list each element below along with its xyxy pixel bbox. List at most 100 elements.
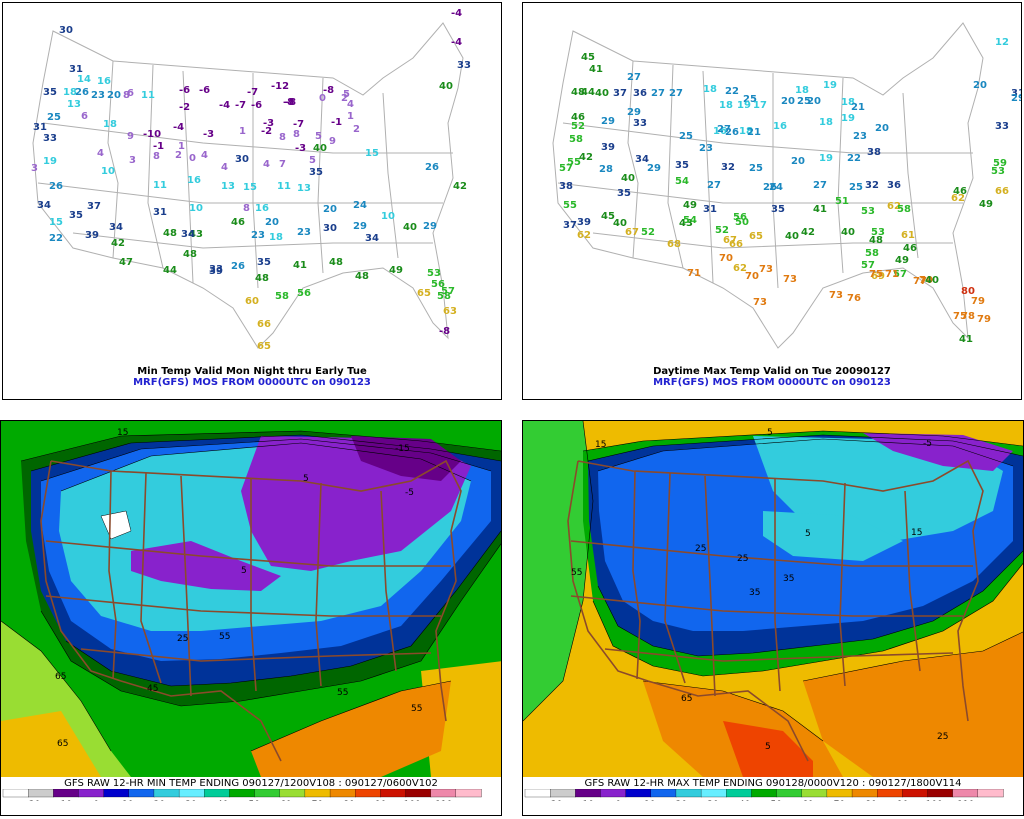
station-value: 44 [163,265,177,276]
station-value: 52 [571,121,585,132]
contour-label: 35 [783,574,794,584]
station-value: 29 [1011,93,1022,104]
station-value: 31 [1011,88,1022,99]
colorbar-swatch [952,789,979,798]
station-value: 67 [625,227,639,238]
station-value: 33 [209,264,223,275]
colorbar-label: -20 [548,800,563,801]
station-value: 29 [423,221,437,232]
station-value: 27 [707,180,721,191]
station-value: 10 [189,203,203,214]
station-value: -4 [219,100,230,111]
station-value: 40 [785,231,799,242]
station-value: 33 [995,121,1009,132]
station-value: 34 [365,233,379,244]
station-value: 7 [279,159,286,170]
contour-label: 55 [219,632,230,642]
station-value: -8 [323,85,334,96]
contour-label: -15 [395,444,410,454]
station-value: -7 [235,100,246,111]
station-value: 57 [861,260,875,271]
station-value: 23 [699,143,713,154]
station-value: 35 [257,257,271,268]
contour-label: 15 [117,428,128,438]
colorbar-swatch [927,789,954,798]
colorbar-swatch [700,789,727,798]
station-value: 25 [849,182,863,193]
station-value: 20 [323,204,337,215]
station-value: 46 [953,186,967,197]
station-value: 46 [231,217,245,228]
station-value: 42 [453,181,467,192]
station-value: 19 [841,113,855,124]
station-value: 34 [109,222,123,233]
colorbar-label: 10 [644,800,656,801]
station-value: 27 [717,124,731,135]
station-value: -2 [261,126,272,137]
station-value: 52 [715,225,729,236]
station-value: 54 [675,176,689,187]
contour-label: 5 [303,474,309,484]
station-value: -12 [271,81,289,92]
station-value: 25 [679,131,693,142]
station-value: 18 [819,117,833,128]
station-value: 12 [995,37,1009,48]
station-value: 22 [725,86,739,97]
station-value: 22 [847,153,861,164]
station-value: -8 [439,326,450,337]
station-value: 70 [745,271,759,282]
station-value: 48 [571,87,585,98]
field-band-80 [723,721,813,777]
contour-label: -5 [923,439,932,449]
station-value: 68 [667,239,681,250]
colorbar-label: 40 [739,800,751,801]
contour-label: 15 [911,528,922,538]
station-value: 59 [993,158,1007,169]
colorbar-label: 50 [770,800,782,801]
station-value: 15 [49,217,63,228]
station-value: 13 [221,181,235,192]
station-value: 37 [87,201,101,212]
station-value: 34 [181,229,195,240]
station-value: 29 [601,116,615,127]
colorbar-swatch [53,789,80,798]
contour-label: 55 [411,704,422,714]
station-value: 16 [187,175,201,186]
colorbar-swatch [650,789,677,798]
colorbar-swatch [455,789,482,798]
field-band-lakes-10 [763,511,903,561]
station-value: 80 [961,286,975,297]
station-value: 25 [47,112,61,123]
station-value: 65 [257,341,271,352]
min-temp-caption-line1: Min Temp Valid Mon Night thru Early Tue [137,366,367,377]
us-outline [32,22,464,349]
station-value: 61 [901,230,915,241]
station-value: 4 [201,150,208,161]
field-band-65 [1,711,101,777]
station-value: 31 [69,64,83,75]
station-value: 11 [153,180,167,191]
colorbar-swatch [826,789,853,798]
max-temp-caption-line1: Daytime Max Temp Valid on Tue 20090127 [653,366,891,377]
station-value: 69 [871,271,885,282]
station-value: 79 [977,314,991,325]
station-value: 18 [63,87,77,98]
station-value: 36 [887,180,901,191]
colorbar-swatch [380,789,407,798]
colorbar-label: 100 [404,800,421,801]
min-temp-colorbar: -20 -10 0 10 20 30 40 50 60 70 80 90 100 110 [2,789,482,801]
station-value: 43 [679,218,693,229]
contour-label: 55 [571,568,582,578]
station-value: 31 [153,207,167,218]
contour-label: 5 [241,566,247,576]
field-cold-spot [100,510,132,540]
station-value: 70 [719,253,733,264]
station-value: 26 [763,182,777,193]
station-value: 8 [243,203,250,214]
station-value: 67 [723,235,737,246]
colorbar-label: 90 [897,800,909,801]
station-value: -7 [293,119,304,130]
station-value: 50 [735,217,749,228]
colorbar-label: -10 [57,800,72,801]
